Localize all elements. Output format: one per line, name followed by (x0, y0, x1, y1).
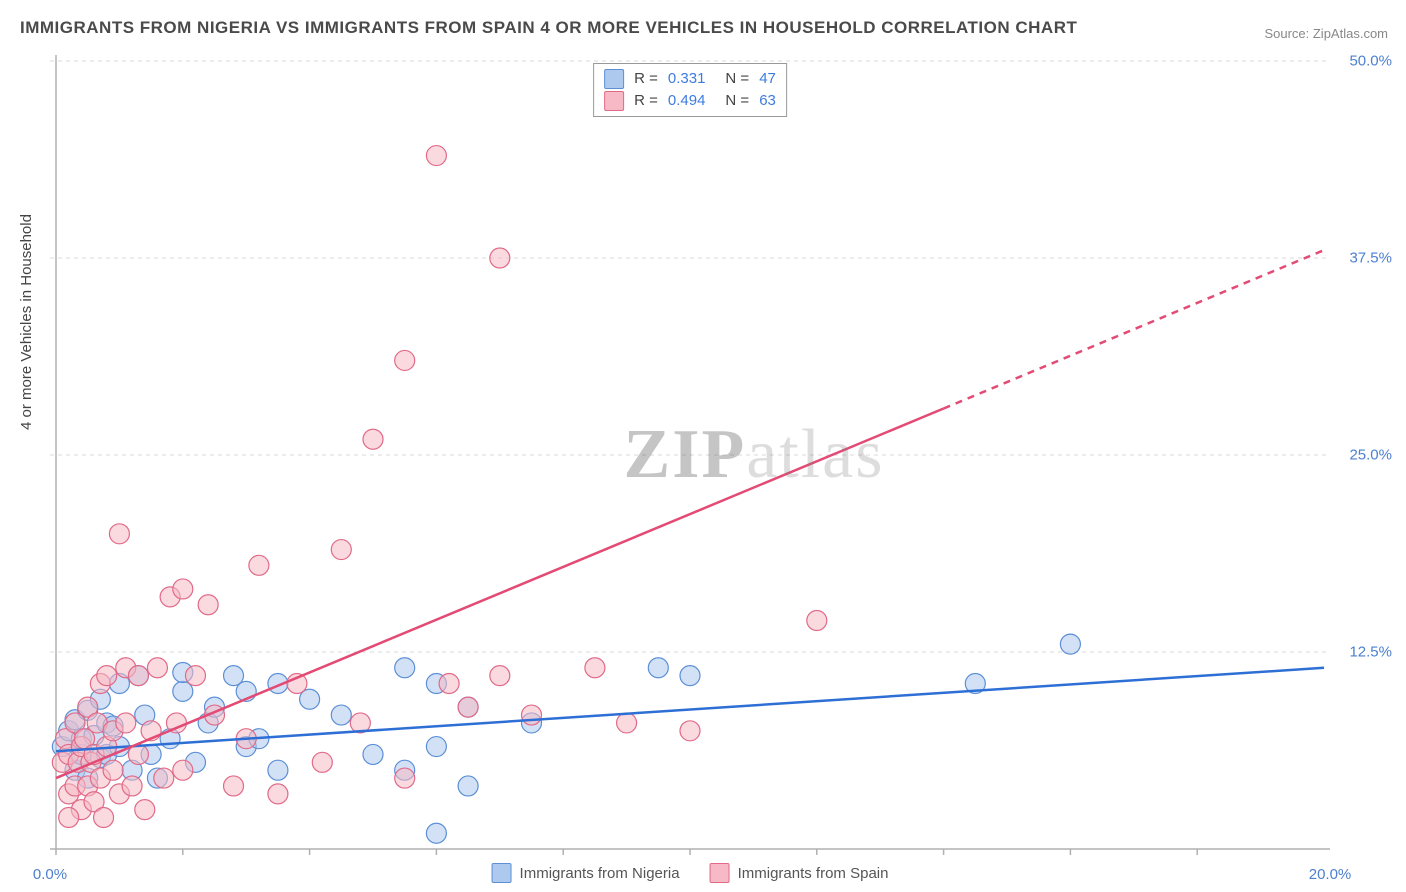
x-tick-min: 0.0% (33, 866, 67, 883)
legend-swatch (710, 863, 730, 883)
n-label: N = (725, 68, 749, 90)
n-value: 63 (759, 90, 776, 112)
n-label: N = (725, 90, 749, 112)
r-value: 0.331 (668, 68, 706, 90)
legend-swatch (492, 863, 512, 883)
legend-label: Immigrants from Nigeria (520, 865, 680, 882)
x-tick-max: 20.0% (1309, 866, 1352, 883)
y-tick: 12.5% (1349, 644, 1392, 661)
n-value: 47 (759, 68, 776, 90)
r-label: R = (634, 68, 658, 90)
chart-plot-area: ZIPatlas R =0.331N =47R =0.494N =63 12.5… (50, 55, 1330, 855)
r-label: R = (634, 90, 658, 112)
scatter-chart (50, 55, 1330, 855)
correlation-legend: R = 0.331 N = 47 R = 0.494 N = 63 (593, 63, 787, 117)
r-value: 0.494 (668, 90, 706, 112)
source-attribution: Source: ZipAtlas.com (1264, 26, 1388, 41)
legend-item: Immigrants from Nigeria (492, 863, 680, 883)
y-axis-label: 4 or more Vehicles in Household (18, 214, 35, 430)
y-tick: 37.5% (1349, 250, 1392, 267)
y-tick: 50.0% (1349, 53, 1392, 70)
legend-row: R = 0.331 N = 47 (604, 68, 776, 90)
legend-row: R = 0.494 N = 63 (604, 90, 776, 112)
legend-swatch (604, 91, 624, 111)
series-legend: Immigrants from Nigeria Immigrants from S… (492, 863, 889, 883)
legend-label: Immigrants from Spain (738, 865, 889, 882)
y-tick: 25.0% (1349, 447, 1392, 464)
legend-swatch (604, 69, 624, 89)
chart-title: IMMIGRANTS FROM NIGERIA VS IMMIGRANTS FR… (20, 18, 1077, 38)
legend-item: Immigrants from Spain (710, 863, 889, 883)
